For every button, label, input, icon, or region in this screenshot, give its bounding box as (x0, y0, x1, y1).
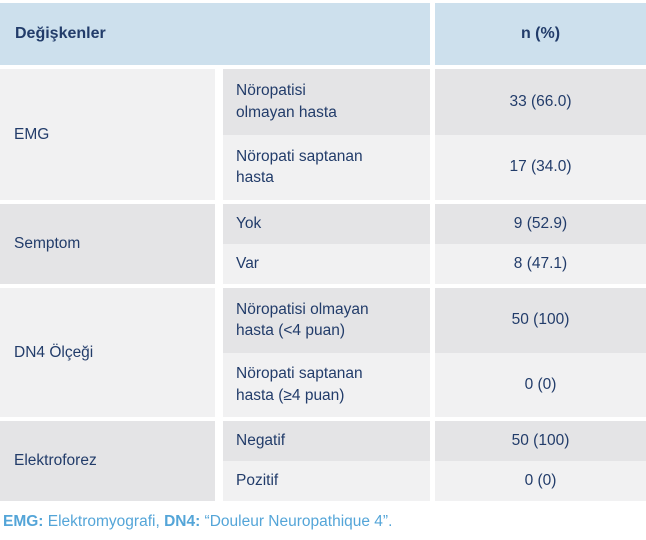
group-label-elektroforez: Elektroforez (0, 421, 215, 501)
table-header-row: Değişkenler n (%) (0, 3, 646, 65)
row-label: Nöropatisi olmayan hasta (<4 puan) (223, 288, 430, 353)
footnote-abbr-emg: EMG: (3, 513, 44, 530)
row-label: Negatif (223, 421, 430, 461)
footnote-def-emg: Elektromyografi, (43, 513, 165, 530)
row-value: 17 (34.0) (435, 134, 646, 200)
footnote-def-dn4: “Douleur Neuropathique 4”. (200, 513, 393, 530)
group-label-emg: EMG (0, 69, 215, 200)
row-label: Yok (223, 204, 430, 244)
table-row: Nöropatisi olmayan hasta (<4 puan) 50 (1… (223, 288, 646, 353)
group-label-dn4: DN4 Ölçeği (0, 288, 215, 417)
row-group-semptom: Semptom Yok 9 (52.9) Var 8 (47.1) (0, 204, 646, 284)
row-value: 9 (52.9) (435, 204, 646, 244)
row-value: 0 (0) (435, 461, 646, 501)
row-label: Var (223, 244, 430, 284)
row-label: Nöropatisi olmayan hasta (223, 69, 430, 135)
row-group-dn4: DN4 Ölçeği Nöropatisi olmayan hasta (<4 … (0, 288, 646, 417)
row-group-emg: EMG Nöropatisi olmayan hasta 33 (66.0) N… (0, 69, 646, 200)
row-value: 33 (66.0) (435, 69, 646, 135)
row-value: 8 (47.1) (435, 244, 646, 284)
row-label: Pozitif (223, 461, 430, 501)
table-row: Negatif 50 (100) (223, 421, 646, 461)
table-row: Nöropatisi olmayan hasta 33 (66.0) (223, 69, 646, 135)
row-value: 50 (100) (435, 288, 646, 353)
row-label: Nöropati saptanan hasta (223, 134, 430, 200)
row-label: Nöropati saptanan hasta (≥4 puan) (223, 352, 430, 417)
column-header-variables: Değişkenler (0, 3, 430, 65)
table-row: Yok 9 (52.9) (223, 204, 646, 244)
table-row: Nöropati saptanan hasta 17 (34.0) (223, 134, 646, 200)
table-footnote: EMG: Elektromyografi, DN4: “Douleur Neur… (0, 513, 646, 531)
table-row: Nöropati saptanan hasta (≥4 puan) 0 (0) (223, 352, 646, 417)
row-group-elektroforez: Elektroforez Negatif 50 (100) Pozitif 0 … (0, 421, 646, 501)
footnote-abbr-dn4: DN4: (164, 513, 201, 530)
table-row: Pozitif 0 (0) (223, 461, 646, 501)
row-value: 50 (100) (435, 421, 646, 461)
table-row: Var 8 (47.1) (223, 244, 646, 284)
row-value: 0 (0) (435, 352, 646, 417)
group-label-semptom: Semptom (0, 204, 215, 284)
column-header-n-percent: n (%) (435, 3, 646, 65)
